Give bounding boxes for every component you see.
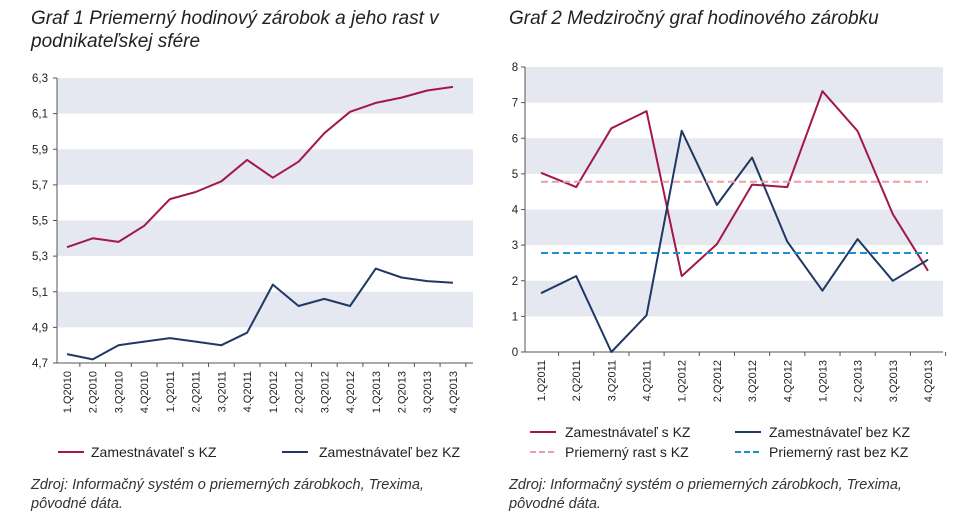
chart2-legend-label: Priemerný rast s KZ <box>565 444 689 460</box>
chart2-y-tick-label: 6 <box>512 133 518 145</box>
chart2-x-tick-label: 2.Q2012 <box>712 360 724 402</box>
chart2-x-tick-label: 2.Q2011 <box>571 360 583 401</box>
chart2-x-tick-label: 4.Q2012 <box>782 360 794 402</box>
chart2-x-tick-label: 3.Q2012 <box>747 360 759 402</box>
chart2-legend-label: Zamestnávateľ s KZ <box>565 424 691 440</box>
chart2-x-tick-label: 3.Q2013 <box>888 360 900 402</box>
chart1-x-tick-label: 4.Q2011 <box>242 371 254 412</box>
chart1-x-tick-label: 1.Q2010 <box>62 371 74 413</box>
chart1-y-tick-label: 6,1 <box>32 109 48 121</box>
chart2-grid-band <box>525 280 943 317</box>
chart1-y-tick-label: 6,3 <box>32 73 48 85</box>
chart1-y-tick-label: 5,9 <box>32 144 48 156</box>
chart1-x-tick-label: 4.Q2012 <box>345 371 357 413</box>
chart1-series-line <box>66 267 454 361</box>
chart1-x-tick-label: 2.Q2012 <box>294 371 306 413</box>
chart1-y-tick-label: 5,7 <box>32 180 48 192</box>
chart1-x-tick-label: 1.Q2011 <box>165 371 177 412</box>
chart1-series-line <box>66 85 454 249</box>
chart1-x-tick-label: 1.Q2012 <box>268 371 280 413</box>
chart1-y-tick-label: 4,7 <box>32 358 48 370</box>
chart1-grid-band <box>57 220 473 257</box>
chart1-y-tick-label: 5,5 <box>32 216 48 228</box>
chart1-legend-label: Zamestnávateľ s KZ <box>91 444 217 460</box>
chart2-legend-label: Priemerný rast bez KZ <box>769 444 909 460</box>
chart2-y-tick-label: 3 <box>512 240 518 252</box>
chart2-x-tick-label: 4.Q2013 <box>923 360 935 402</box>
chart2-y-tick-label: 1 <box>512 311 518 323</box>
chart1-x-tick-label: 3.Q2012 <box>319 371 331 413</box>
chart1-legend-label: Zamestnávateľ bez KZ <box>319 444 460 460</box>
chart2-series-line <box>540 90 929 278</box>
chart1-x-tick-label: 3.Q2010 <box>113 371 125 413</box>
chart2-x-tick-label: 1.Q2013 <box>817 360 829 402</box>
chart2-y-tick-label: 8 <box>512 62 518 74</box>
chart2-x-tick-label: 1.Q2012 <box>677 360 689 402</box>
chart1-x-tick-label: 3.Q2013 <box>422 371 434 413</box>
chart1-x-tick-label: 1.Q2013 <box>371 371 383 413</box>
chart1-y-tick-label: 4,9 <box>32 322 48 334</box>
chart2-grid-band <box>525 67 943 103</box>
chart2-y-tick-label: 2 <box>512 276 518 288</box>
chart2-y-tick-label: 5 <box>512 169 518 181</box>
chart2-y-tick-label: 0 <box>512 347 518 359</box>
chart1-x-tick-label: 4.Q2010 <box>139 371 151 413</box>
chart1-x-tick-label: 3.Q2011 <box>216 371 228 412</box>
chart1-grid-band <box>57 291 473 328</box>
chart2-x-tick-label: 1.Q2011 <box>536 360 548 401</box>
chart2-x-tick-label: 3.Q2011 <box>606 360 618 401</box>
chart1-source: Zdroj: Informačný systém o priemerných z… <box>31 477 424 512</box>
chart1-x-tick-label: 2.Q2013 <box>396 371 408 413</box>
chart2-x-tick-label: 4.Q2011 <box>642 360 654 401</box>
chart1-title: Graf 1 Priemerný hodinový zárobok a jeho… <box>31 8 439 52</box>
chart2-y-tick-label: 7 <box>512 98 518 110</box>
chart1-y-tick-label: 5,1 <box>32 287 48 299</box>
chart1-grid-band <box>57 78 473 114</box>
chart1-grid-band <box>57 149 473 185</box>
chart2-legend-label: Zamestnávateľ bez KZ <box>769 424 910 440</box>
chart2-y-tick-label: 4 <box>512 205 519 217</box>
chart2-title: Graf 2 Medziročný graf hodinového zárobk… <box>509 8 879 29</box>
chart1-x-tick-label: 2.Q2010 <box>88 371 100 413</box>
chart2-source: Zdroj: Informačný systém o priemerných z… <box>509 477 902 512</box>
chart1-y-tick-label: 5,3 <box>32 251 48 263</box>
chart1-x-tick-label: 2.Q2011 <box>191 371 203 412</box>
chart2-x-tick-label: 2.Q2013 <box>853 360 865 402</box>
chart1-x-tick-label: 4.Q2013 <box>448 371 460 413</box>
